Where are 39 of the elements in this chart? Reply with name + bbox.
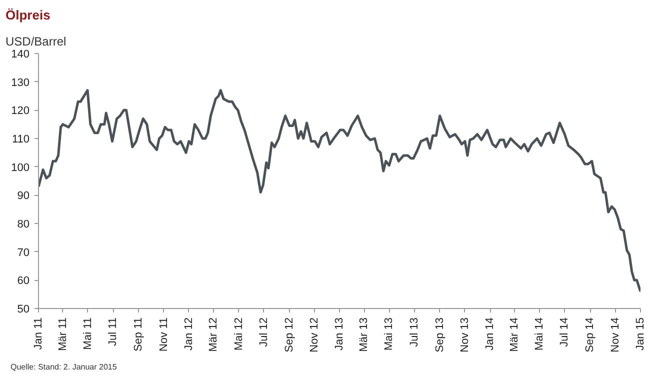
x-tick-label: Jan 12 — [182, 317, 195, 351]
x-tick-label: Mär 13 — [358, 317, 370, 352]
y-tick-label: 80 — [17, 218, 30, 230]
chart-title: Ölpreis — [6, 8, 50, 22]
x-tick-label: Nov 11 — [158, 317, 170, 352]
x-tick-label: Mai 12 — [232, 317, 245, 351]
x-tick-label: Nov 14 — [609, 317, 622, 352]
x-tick-label: Mai 13 — [383, 317, 396, 351]
line-series — [38, 89, 640, 293]
x-tick-label: Mai 11 — [82, 317, 94, 350]
x-tick-label: Mär 14 — [508, 317, 520, 352]
x-tick-label: Jul 14 — [558, 317, 571, 347]
x-tick-label: Nov 13 — [458, 317, 471, 352]
x-tick-label: Jan 11 — [32, 317, 44, 350]
y-tick-label: 110 — [12, 134, 30, 146]
y-tick-label: 120 — [11, 105, 30, 118]
x-tick-label: Sep 13 — [434, 317, 446, 352]
y-tick-label: 60 — [17, 275, 30, 288]
x-tick-label: Jul 11 — [107, 317, 120, 346]
x-tick-label: Sep 14 — [584, 317, 596, 352]
y-tick-label: 140 — [11, 48, 30, 60]
x-tick-label: Jan 14 — [484, 317, 496, 351]
x-tick-label: Sep 12 — [283, 317, 296, 352]
x-tick-label: Jan 13 — [334, 317, 346, 351]
y-tick-label: 130 — [11, 76, 30, 89]
x-tick-label: Jul 12 — [258, 317, 270, 347]
y-tick-label: 100 — [11, 162, 30, 174]
x-tick-label: Mär 12 — [208, 317, 220, 352]
x-tick-label: Nov 12 — [308, 317, 321, 352]
y-tick-label: 70 — [17, 246, 30, 259]
x-tick-label: Mär 11 — [56, 317, 69, 351]
y-tick-label: 90 — [17, 190, 30, 202]
x-tick-label: Jul 13 — [408, 317, 420, 347]
source-note: Quelle: Stand: 2. Januar 2015 — [10, 362, 118, 372]
x-tick-label: Jan 15 — [634, 317, 646, 351]
y-tick-label: 50 — [17, 304, 30, 316]
x-tick-label: Mai 14 — [534, 317, 546, 351]
x-tick-label: Sep 11 — [132, 317, 145, 352]
chart-subtitle: USD/Barrel — [6, 34, 66, 48]
